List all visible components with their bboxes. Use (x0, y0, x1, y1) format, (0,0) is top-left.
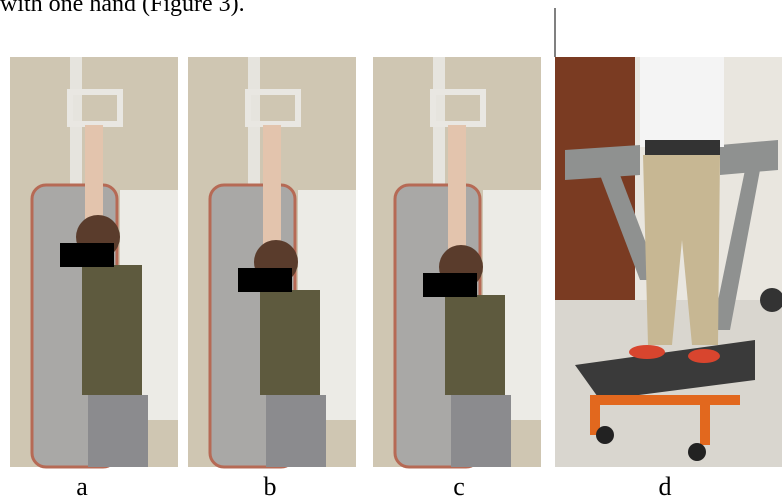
leg (590, 395, 600, 435)
frame (600, 175, 660, 280)
censor-box (238, 268, 292, 292)
leg (700, 400, 710, 445)
handle-frame (430, 89, 486, 127)
handle-frame (245, 89, 301, 127)
arm (85, 125, 103, 225)
photo-d (555, 57, 782, 467)
photo (373, 57, 541, 469)
pants (266, 395, 326, 467)
panel-label: c (453, 472, 465, 499)
torso (260, 290, 320, 395)
photos (10, 57, 541, 469)
pants (88, 395, 148, 467)
shirt (640, 57, 724, 147)
wheel (596, 426, 614, 444)
censor-box (60, 243, 114, 267)
body-text: with one hand (Figure 3). (0, 0, 245, 17)
panel-label: a (76, 472, 88, 499)
torso (445, 295, 505, 395)
photo (188, 57, 356, 469)
handle-frame (67, 89, 123, 127)
pants (643, 155, 720, 345)
photo (10, 57, 178, 469)
frame (712, 170, 760, 330)
door (555, 57, 635, 307)
belt (645, 140, 720, 158)
arm (448, 125, 466, 255)
frame (565, 145, 640, 180)
base (590, 395, 740, 405)
shoe (629, 345, 665, 359)
censor-box (423, 273, 477, 297)
frame (720, 140, 778, 175)
shoe (688, 349, 720, 363)
panel-label: d (658, 472, 672, 499)
torso (82, 265, 142, 395)
wheel (688, 443, 706, 461)
arm (263, 125, 281, 250)
panel-label: b (263, 472, 277, 499)
pants (451, 395, 511, 467)
weight (760, 288, 782, 312)
